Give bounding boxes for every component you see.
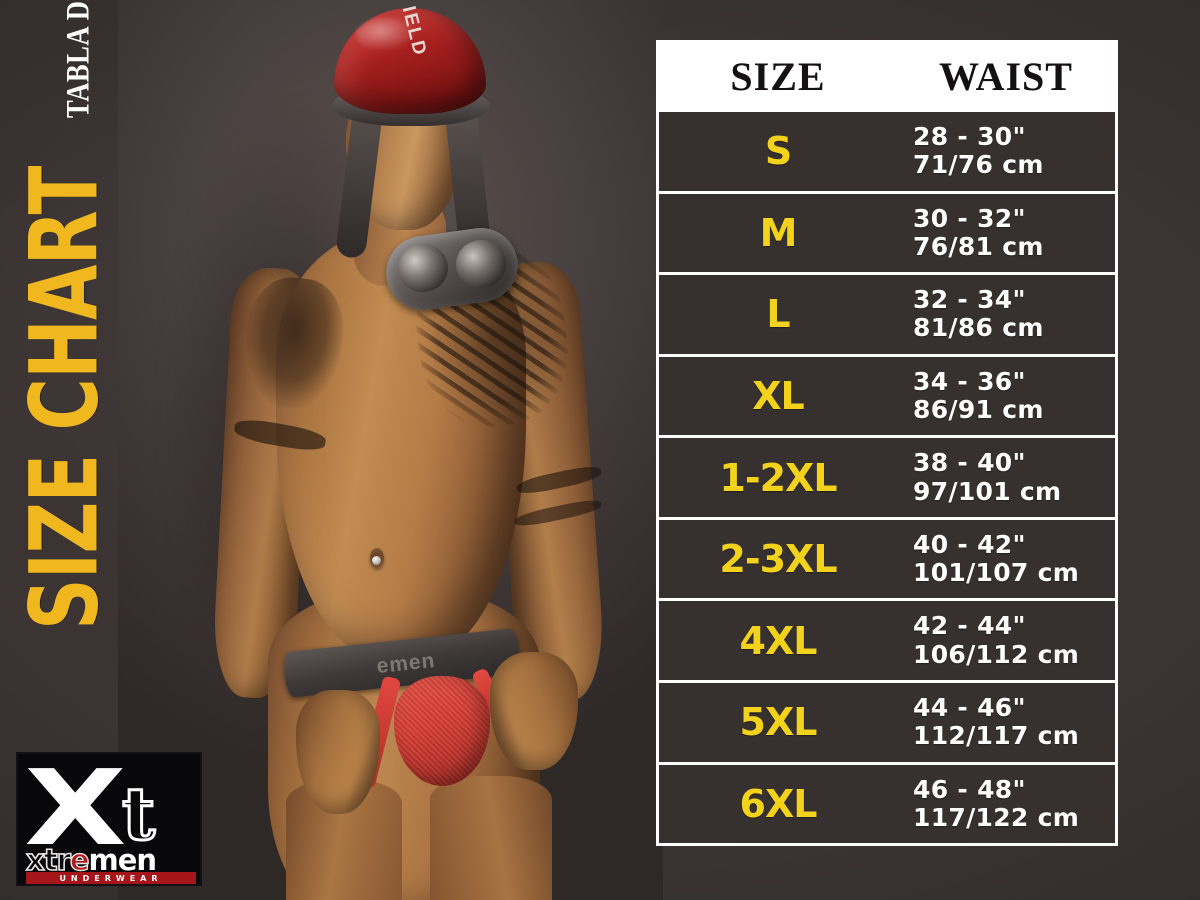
model-right-leg xyxy=(430,776,552,900)
cell-size: L xyxy=(766,292,790,337)
cell-waist: 42 - 44" 106/112 cm xyxy=(897,612,1115,669)
page-subtitle: TABLA DE MEDIDAS xyxy=(60,0,98,118)
waist-inches: 44 - 46" xyxy=(913,692,1026,722)
cell-waist: 44 - 46" 112/117 cm xyxy=(897,692,1115,751)
model-photo: IELD emen xyxy=(118,0,663,900)
waist-inches: 40 - 42" xyxy=(913,529,1026,559)
column-header-waist: WAIST xyxy=(939,53,1073,99)
cell-waist: 34 - 36" 86/91 cm xyxy=(897,366,1115,425)
helmet-highlight xyxy=(356,18,418,52)
logo-t-mark: t xyxy=(120,771,156,856)
waist-inches: 30 - 32" xyxy=(913,203,1026,233)
waist-centimeters: 86/91 cm xyxy=(913,394,1044,424)
brand-logo: X t xtr e men UNDERWEAR xyxy=(16,752,202,886)
jockstrap-pouch xyxy=(394,676,490,786)
size-table: SIZE WAIST S 28 - 30" 71/76 cm M 30 - 32" 76/… xyxy=(656,40,1118,846)
logo-word-part3: men xyxy=(88,843,158,877)
table-row: 6XL 46 - 48" 117/122 cm xyxy=(659,761,1115,844)
cell-waist: 30 - 32" 76/81 cm xyxy=(897,203,1115,262)
table-row: S 28 - 30" 71/76 cm xyxy=(659,109,1115,191)
table-row: L 32 - 34" 81/86 cm xyxy=(659,272,1115,354)
waist-centimeters: 117/122 cm xyxy=(913,802,1080,832)
cell-waist: 38 - 40" 97/101 cm xyxy=(897,449,1115,506)
logo-tagline: UNDERWEAR xyxy=(26,872,196,884)
table-row: XL 34 - 36" 86/91 cm xyxy=(659,353,1115,436)
cell-waist: 40 - 42" 101/107 cm xyxy=(897,529,1115,588)
cell-waist: 32 - 34" 81/86 cm xyxy=(897,285,1115,343)
cell-waist: 28 - 30" 71/76 cm xyxy=(897,122,1115,180)
model-left-hand xyxy=(296,690,380,814)
model-right-hand xyxy=(490,652,578,770)
waist-inches: 28 - 30" xyxy=(913,122,1026,152)
logo-word-part2: e xyxy=(69,843,90,877)
cell-size: 6XL xyxy=(739,781,818,826)
cell-size: 5XL xyxy=(739,700,818,745)
logo-word-part1: xtr xyxy=(25,843,71,877)
table-row: M 30 - 32" 76/81 cm xyxy=(659,190,1115,273)
column-header-size: SIZE xyxy=(730,53,826,99)
page-title: SIZE CHART xyxy=(10,166,120,630)
table-row: 2-3XL 40 - 42" 101/107 cm xyxy=(659,516,1115,599)
waist-centimeters: 101/107 cm xyxy=(913,558,1080,588)
cell-size: S xyxy=(764,129,792,174)
waist-centimeters: 81/86 cm xyxy=(913,313,1044,343)
waist-centimeters: 106/112 cm xyxy=(913,639,1080,669)
vertical-title-band: SIZE CHART TABLA DE MEDIDAS xyxy=(0,0,132,640)
navel-piercing xyxy=(372,556,381,565)
waist-centimeters: 76/81 cm xyxy=(913,231,1044,261)
cell-size: 1-2XL xyxy=(719,455,837,500)
table-header-row: SIZE WAIST xyxy=(659,43,1115,109)
cell-waist: 46 - 48" 117/122 cm xyxy=(897,774,1115,833)
waist-centimeters: 71/76 cm xyxy=(913,150,1044,180)
waist-centimeters: 112/117 cm xyxy=(913,721,1080,751)
waist-inches: 46 - 48" xyxy=(913,774,1026,804)
waist-inches: 42 - 44" xyxy=(913,611,1026,641)
waist-centimeters: 97/101 cm xyxy=(913,476,1062,506)
table-row: 4XL 42 - 44" 106/112 cm xyxy=(659,598,1115,680)
table-row: 5XL 44 - 46" 112/117 cm xyxy=(659,679,1115,762)
waist-inches: 34 - 36" xyxy=(913,366,1026,396)
table-row: 1-2XL 38 - 40" 97/101 cm xyxy=(659,435,1115,517)
cell-size: 4XL xyxy=(739,618,818,663)
table-body: S 28 - 30" 71/76 cm M 30 - 32" 76/81 cm L 32 - … xyxy=(659,109,1115,844)
cell-size: M xyxy=(759,210,798,255)
waist-inches: 38 - 40" xyxy=(913,448,1026,478)
cell-size: 2-3XL xyxy=(719,537,837,582)
cell-size: XL xyxy=(752,373,805,418)
logo-x-mark: X xyxy=(24,752,127,869)
logo-wordmark: xtr e men xyxy=(25,843,196,877)
waist-inches: 32 - 34" xyxy=(913,285,1026,315)
